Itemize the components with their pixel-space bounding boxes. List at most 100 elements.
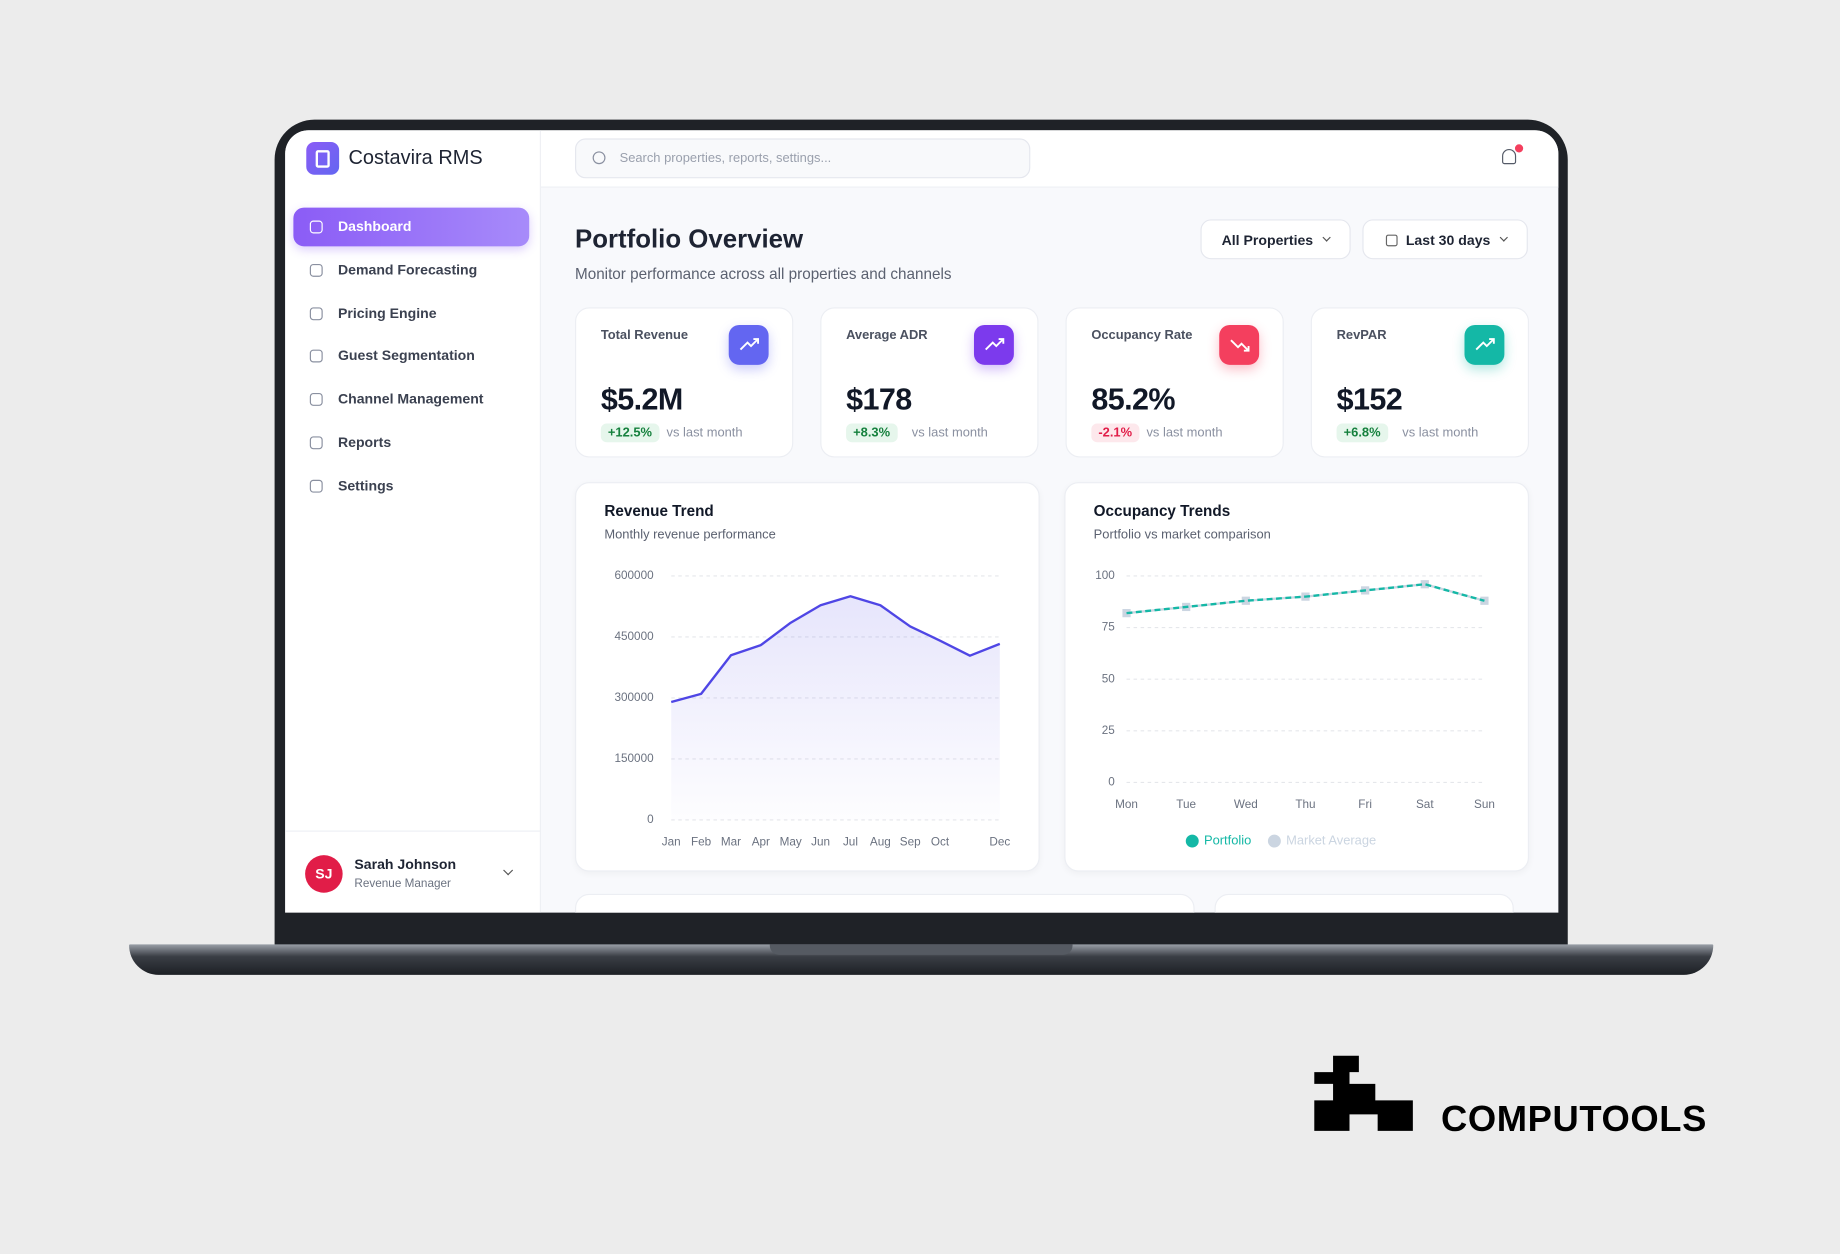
kpi-label: RevPAR — [1336, 328, 1387, 343]
calendar-icon — [1385, 234, 1398, 247]
sidebar-divider — [285, 830, 541, 832]
y-tick-label: 75 — [1102, 621, 1116, 634]
notification-dot — [1514, 144, 1524, 153]
kpi-label: Occupancy Rate — [1091, 328, 1193, 343]
nav-label: Demand Forecasting — [337, 261, 478, 278]
chevron — [503, 865, 514, 876]
x-tick-label: Sat — [1416, 798, 1434, 811]
chart: 0 25 50 75 100 Mon Tue Wed Thu Fri Sat Sun Portfolio… — [1095, 569, 1495, 848]
app-logo — [306, 141, 340, 175]
nav-item[interactable]: Guest Segmentation — [293, 337, 529, 376]
x-tick-label: Jun — [811, 835, 830, 848]
x-tick-label: Feb — [691, 835, 712, 848]
search-placeholder: Search properties, reports, settings... — [619, 151, 832, 166]
chart-card: Revenue Trend Monthly revenue performance… — [575, 482, 1040, 872]
avatar-initials: SJ — [315, 865, 333, 883]
x-tick-label: Tue — [1176, 798, 1196, 811]
nav-item[interactable]: Reports — [293, 423, 529, 462]
kpi-card: Average ADR $178 +8.3% vs last month — [820, 307, 1039, 458]
y-tick-label: 600000 — [615, 569, 655, 582]
user-role: Revenue Manager — [354, 877, 451, 891]
y-tick-label: 100 — [1095, 569, 1115, 582]
legend-label[interactable]: Market Average — [1286, 832, 1376, 847]
y-tick-label: 50 — [1102, 672, 1116, 685]
legend-swatch — [1267, 834, 1281, 848]
chart-title: Occupancy Trends — [1093, 502, 1231, 520]
kpi-icon — [973, 324, 1014, 365]
nav-icon — [309, 350, 323, 363]
x-tick-label: Jan — [662, 835, 681, 848]
avatar — [305, 855, 343, 893]
kpi-note: vs last month — [911, 425, 988, 440]
trend-arrow — [739, 338, 760, 351]
kpi-card: Total Revenue $5.2M +12.5% vs last month — [575, 307, 794, 458]
sidebar — [285, 130, 541, 913]
screen: Costavira RMS Search properties, reports,… — [285, 130, 1559, 913]
arrow — [985, 338, 1005, 351]
arrow — [1230, 339, 1250, 352]
y-tick-label: 450000 — [615, 630, 655, 643]
legend-swatch — [1185, 834, 1199, 848]
x-tick-label: Apr — [752, 835, 770, 848]
x-tick-label: Thu — [1295, 798, 1315, 811]
x-tick-label: Sun — [1474, 798, 1495, 811]
nav-item[interactable]: Pricing Engine — [293, 294, 529, 333]
kpi-change: +6.8% — [1336, 423, 1388, 443]
kpi-note: vs last month — [666, 425, 743, 440]
chart-subtitle: Portfolio vs market comparison — [1093, 527, 1271, 542]
nav-label: Guest Segmentation — [337, 347, 475, 365]
user-block[interactable]: SJ Sarah Johnson Revenue Manager — [297, 846, 532, 902]
search-box[interactable]: Search properties, reports, settings... — [575, 138, 1031, 179]
x-tick-label: Dec — [989, 835, 1010, 848]
filter-button[interactable]: All Properties — [1200, 219, 1351, 260]
card — [1214, 893, 1514, 913]
y-tick-label: 0 — [1108, 776, 1115, 789]
area-fill — [671, 596, 1000, 820]
nav-item[interactable]: Channel Management — [293, 380, 529, 419]
filter-button[interactable]: Last 30 days — [1362, 219, 1528, 260]
kpi-value: $178 — [846, 381, 912, 417]
kpi-value: 85.2% — [1091, 381, 1175, 417]
revenue-line — [670, 595, 1001, 704]
kpi-label: Average ADR — [846, 328, 928, 343]
trend-arrow — [1475, 338, 1495, 351]
laptop-notch — [769, 944, 1073, 955]
legend-label[interactable]: Portfolio — [1204, 832, 1251, 847]
chevron — [1322, 233, 1331, 242]
point-marker — [1241, 596, 1250, 605]
nav-label: Channel Management — [337, 390, 484, 408]
x-tick-label: Jul — [843, 835, 858, 848]
point-marker — [1480, 596, 1489, 605]
chart: 0 150000 300000 450000 600000 Jan Feb Mar Apr May… — [615, 569, 1011, 848]
search-icon — [592, 151, 606, 165]
nav-item[interactable]: Dashboard — [293, 207, 530, 247]
kpi-value: $152 — [1336, 381, 1403, 417]
x-tick-label: Fri — [1358, 798, 1372, 811]
kpi-label: Total Revenue — [600, 328, 689, 343]
kpi-change: -2.1% — [1091, 423, 1140, 443]
page-subtitle: Monitor performance across all propertie… — [575, 265, 952, 283]
arrow — [739, 338, 760, 351]
kpi-value: $5.2M — [600, 381, 683, 417]
y-tick-label: 300000 — [615, 691, 655, 704]
user-name: Sarah Johnson — [354, 856, 457, 873]
brand-logo — [1314, 1055, 1413, 1131]
nav-item[interactable]: Demand Forecasting — [293, 251, 529, 290]
nav-icon — [309, 220, 323, 234]
brand-name: COMPUTOOLS — [1441, 1097, 1707, 1140]
trend-arrow — [1230, 339, 1250, 352]
kpi-icon — [1464, 324, 1505, 365]
x-tick-label: Oct — [931, 835, 950, 848]
nav-label: Reports — [337, 434, 392, 451]
filter-label: All Properties — [1221, 232, 1314, 249]
y-tick-label: 0 — [647, 813, 654, 826]
chart-card: Occupancy Trends Portfolio vs market comp… — [1064, 482, 1530, 872]
nav-icon — [309, 263, 323, 277]
nav-icon — [309, 393, 323, 407]
nav-item[interactable]: Settings — [293, 467, 529, 506]
kpi-card: Occupancy Rate 85.2% -2.1% vs last month — [1065, 307, 1284, 458]
arrow — [1475, 338, 1495, 351]
bell-icon[interactable] — [1502, 148, 1517, 165]
